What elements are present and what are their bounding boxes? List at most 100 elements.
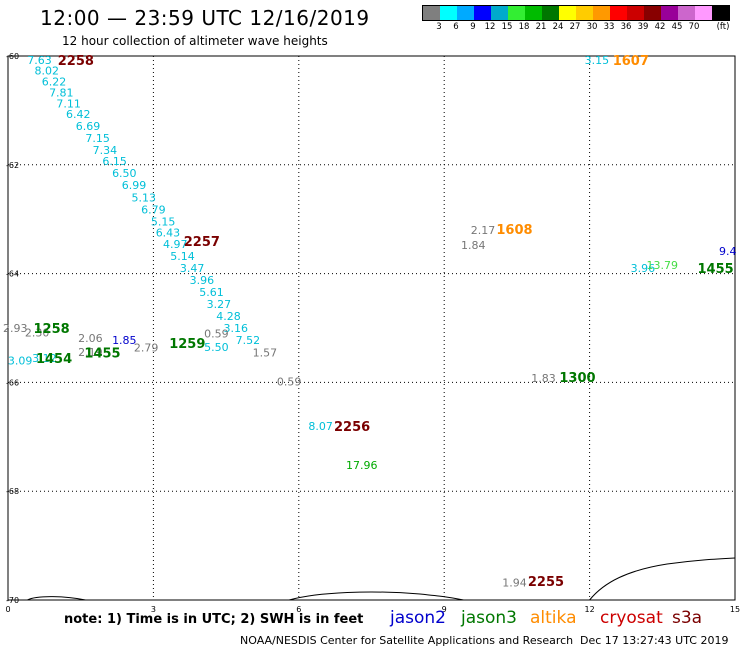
lat-tick-label: -70 <box>6 596 19 605</box>
wave-height-label: 5.14 <box>170 250 195 263</box>
wave-height-label: 7.63 <box>27 54 52 67</box>
map-frame <box>7 55 736 601</box>
wave-height-label: 17.96 <box>346 459 378 472</box>
wave-height-label: 3.96 <box>190 274 215 287</box>
colorbar-label: 70 <box>688 22 700 32</box>
track-time-label: 1455 <box>84 346 120 361</box>
wave-height-label: 5.15 <box>151 215 176 228</box>
colorbar-swatch <box>423 6 440 20</box>
colorbar-label: 45 <box>671 22 683 32</box>
track-time-label: 2258 <box>58 54 94 69</box>
wave-height-label: 3.09 <box>8 355 33 368</box>
wave-height-label: 5.61 <box>199 286 224 299</box>
note-text: note: 1) Time is in UTC; 2) SWH is in fe… <box>64 612 364 627</box>
colorbar-swatch <box>457 6 474 20</box>
wave-height-label: 13.79 <box>647 259 679 272</box>
wave-height-label: 4.97 <box>163 238 188 251</box>
wave-height-label: 2.93 <box>3 322 28 335</box>
colorbar-swatch <box>525 6 542 20</box>
wave-height-label: 6.42 <box>66 108 91 121</box>
colorbar-swatch <box>695 6 712 20</box>
wave-height-label: 8.07 <box>308 420 333 433</box>
wave-height-label: 5.50 <box>204 341 229 354</box>
colorbar-swatch <box>491 6 508 20</box>
track-time-label: 1300 <box>559 371 595 386</box>
credit-text: NOAA/NESDIS Center for Satellite Applica… <box>240 634 574 647</box>
wave-height-label: 2.06 <box>78 332 103 345</box>
colorbar-swatch <box>474 6 491 20</box>
track-time-label: 2256 <box>334 420 370 435</box>
wave-height-label: 1.83 <box>531 372 556 385</box>
colorbar-label: 3 <box>436 22 442 32</box>
wave-height-label: 1.57 <box>253 346 278 359</box>
colorbar-swatch <box>542 6 559 20</box>
lon-tick-label: 15 <box>730 605 740 614</box>
colorbar-label: 33 <box>603 22 615 32</box>
lon-tick-label: 9 <box>442 605 447 614</box>
colorbar-swatch <box>440 6 457 20</box>
wave-height-label: 1.94 <box>502 577 527 590</box>
wave-height-label: 0.59 <box>204 327 229 340</box>
colorbar-swatch <box>661 6 678 20</box>
lat-tick-label: -62 <box>6 161 19 170</box>
lon-tick-label: 3 <box>151 605 156 614</box>
wave-height-label: 6.69 <box>76 120 101 133</box>
track-time-label: 2257 <box>184 235 220 250</box>
wave-height-label: 3.47 <box>180 262 205 275</box>
lon-tick-label: 0 <box>5 605 10 614</box>
colorbar-unit: (ft) <box>716 22 730 32</box>
wave-height-label: 7.11 <box>56 97 81 110</box>
wave-height-label: 6.50 <box>112 167 137 180</box>
wave-height-label: 2.19 <box>78 346 103 359</box>
wave-height-label: 6.99 <box>122 179 147 192</box>
lon-tick-label: 6 <box>296 605 301 614</box>
wave-height-label: 7.15 <box>85 132 110 145</box>
lat-tick-label: -64 <box>6 270 19 279</box>
wave-height-label: 0.59 <box>277 375 302 388</box>
wave-height-label: 3.16 <box>224 322 249 335</box>
track-time-label: 2255 <box>528 575 564 590</box>
wave-height-label: 3.96 <box>631 262 656 275</box>
lat-tick-label: -60 <box>6 52 19 61</box>
track-time-label: 1258 <box>34 322 70 337</box>
wave-height-label: 1.84 <box>461 239 486 252</box>
sat-altika: altika <box>530 608 577 628</box>
colorbar-label: 6 <box>453 22 459 32</box>
wave-height-label: 7.52 <box>236 334 261 347</box>
wave-height-label: 7.81 <box>49 86 74 99</box>
wave-height-label: 8.02 <box>35 65 60 78</box>
colorbar-swatch <box>712 6 729 20</box>
sat-cryosat: cryosat <box>600 608 663 628</box>
colorbar-label: 24 <box>552 22 564 32</box>
wave-height-label: 6.22 <box>42 76 67 89</box>
coastline <box>27 557 736 601</box>
sat-jason2: jason2 <box>390 608 446 628</box>
colorbar-label: 15 <box>501 22 513 32</box>
colorbar-swatch <box>576 6 593 20</box>
track-time-label: 1607 <box>613 54 649 69</box>
wave-height-label: 1.85 <box>112 334 137 347</box>
colorbar-label: 21 <box>535 22 547 32</box>
colorbar-swatch <box>610 6 627 20</box>
sat-s3a: s3a <box>672 608 703 628</box>
wave-height-label: 3.12 <box>32 352 57 365</box>
colorbar-label: 9 <box>470 22 476 32</box>
wave-height-label: 6.43 <box>156 226 181 239</box>
colorbar-label: 39 <box>637 22 649 32</box>
colorbar-label: 42 <box>654 22 666 32</box>
track-time-label: 1608 <box>496 223 532 238</box>
colorbar-label: 27 <box>569 22 581 32</box>
lat-tick-label: -68 <box>6 487 19 496</box>
wave-height-label: 2.30 <box>25 326 50 339</box>
lat-tick-label: -66 <box>6 378 19 387</box>
wave-height-label: 4.28 <box>216 310 241 323</box>
track-time-label: 1259 <box>169 337 205 352</box>
sat-jason3: jason3 <box>461 608 517 628</box>
wave-height-label: 2.79 <box>134 342 159 355</box>
wave-height-label: 6.79 <box>141 203 166 216</box>
wave-height-label: 2.17 <box>471 224 496 237</box>
colorbar-label: 12 <box>484 22 496 32</box>
colorbar-label: 18 <box>518 22 530 32</box>
colorbar-swatch <box>593 6 610 20</box>
